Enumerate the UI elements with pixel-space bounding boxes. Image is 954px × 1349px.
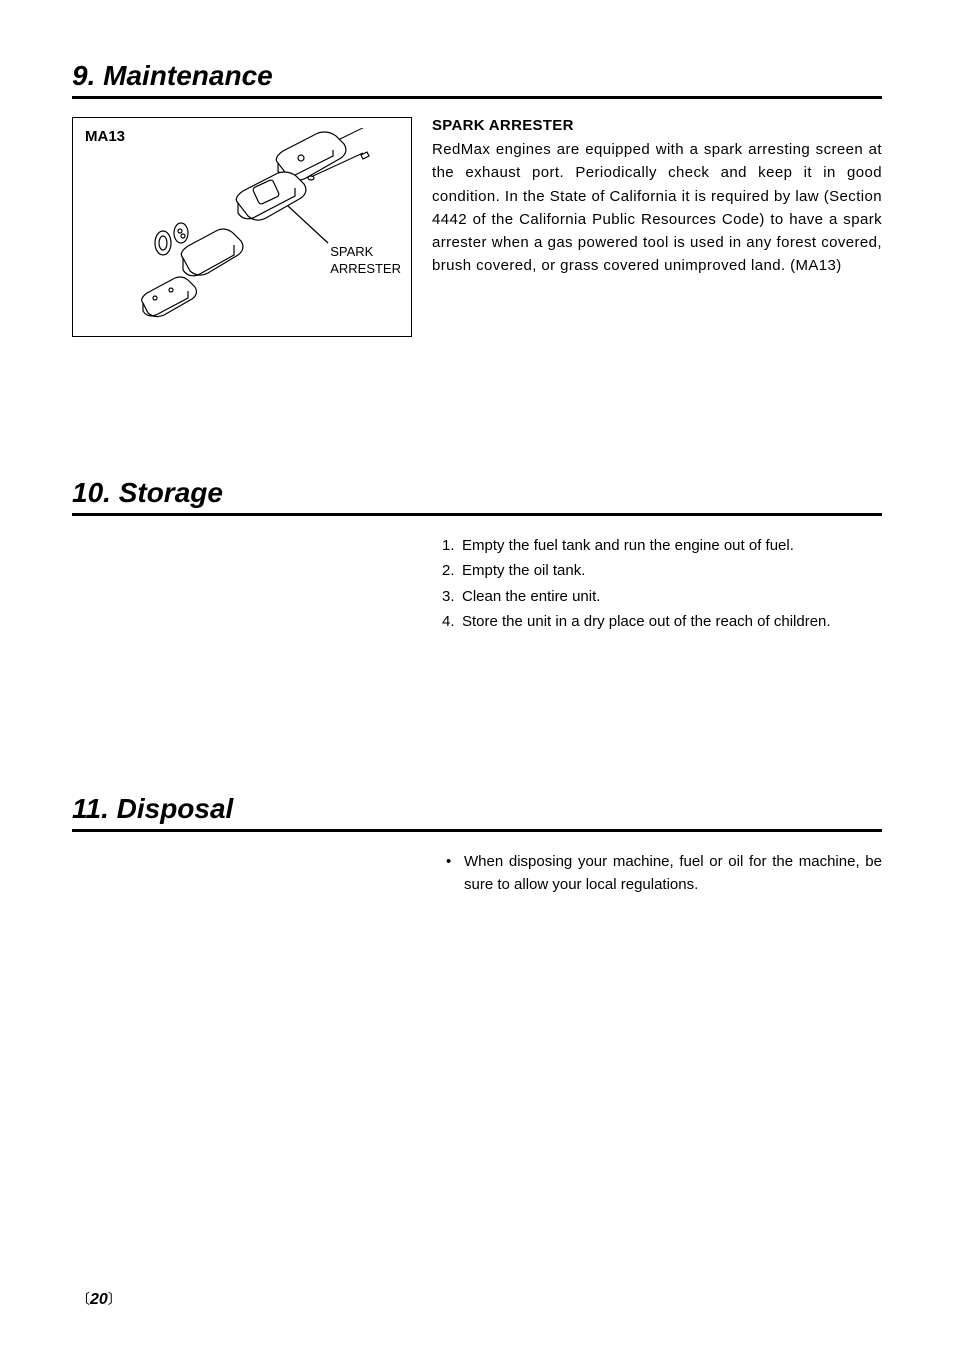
section-9-text: SPARK ARRESTER RedMax engines are equipp… bbox=[432, 117, 882, 337]
page-number: 〔20〕 bbox=[76, 1289, 122, 1309]
heading-disposal: 11. Disposal bbox=[72, 793, 882, 832]
bullet-icon: • bbox=[442, 850, 464, 897]
section-9-content: MA13 bbox=[72, 117, 882, 337]
figure-ma13: MA13 bbox=[72, 117, 412, 337]
list-text: Clean the entire unit. bbox=[462, 585, 882, 608]
body-text-spark-arrester: RedMax engines are equipped with a spark… bbox=[432, 138, 882, 278]
caption-line-2: ARRESTER bbox=[330, 261, 401, 276]
disposal-list: • When disposing your machine, fuel or o… bbox=[442, 850, 882, 897]
storage-list: 1. Empty the fuel tank and run the engin… bbox=[442, 534, 882, 633]
section-maintenance: 9. Maintenance MA13 bbox=[72, 60, 882, 337]
spark-arrester-diagram bbox=[133, 128, 393, 328]
figure-label: MA13 bbox=[85, 128, 125, 145]
figure-caption: SPARK ARRESTER bbox=[330, 244, 401, 278]
sub-heading-spark-arrester: SPARK ARRESTER bbox=[432, 117, 882, 134]
list-number: 1. bbox=[442, 534, 462, 557]
list-text: Store the unit in a dry place out of the… bbox=[462, 610, 882, 633]
list-text: Empty the fuel tank and run the engine o… bbox=[462, 534, 882, 557]
list-text: When disposing your machine, fuel or oil… bbox=[464, 850, 882, 897]
list-number: 3. bbox=[442, 585, 462, 608]
list-item: • When disposing your machine, fuel or o… bbox=[442, 850, 882, 897]
list-number: 2. bbox=[442, 559, 462, 582]
caption-line-1: SPARK bbox=[330, 244, 373, 259]
heading-maintenance: 9. Maintenance bbox=[72, 60, 882, 99]
section-storage: 10. Storage 1. Empty the fuel tank and r… bbox=[72, 477, 882, 633]
list-item: 1. Empty the fuel tank and run the engin… bbox=[442, 534, 882, 557]
list-item: 4. Store the unit in a dry place out of … bbox=[442, 610, 882, 633]
page-number-value: 20 bbox=[90, 1291, 108, 1308]
heading-storage: 10. Storage bbox=[72, 477, 882, 516]
list-text: Empty the oil tank. bbox=[462, 559, 882, 582]
list-number: 4. bbox=[442, 610, 462, 633]
section-disposal: 11. Disposal • When disposing your machi… bbox=[72, 793, 882, 897]
list-item: 2. Empty the oil tank. bbox=[442, 559, 882, 582]
list-item: 3. Clean the entire unit. bbox=[442, 585, 882, 608]
